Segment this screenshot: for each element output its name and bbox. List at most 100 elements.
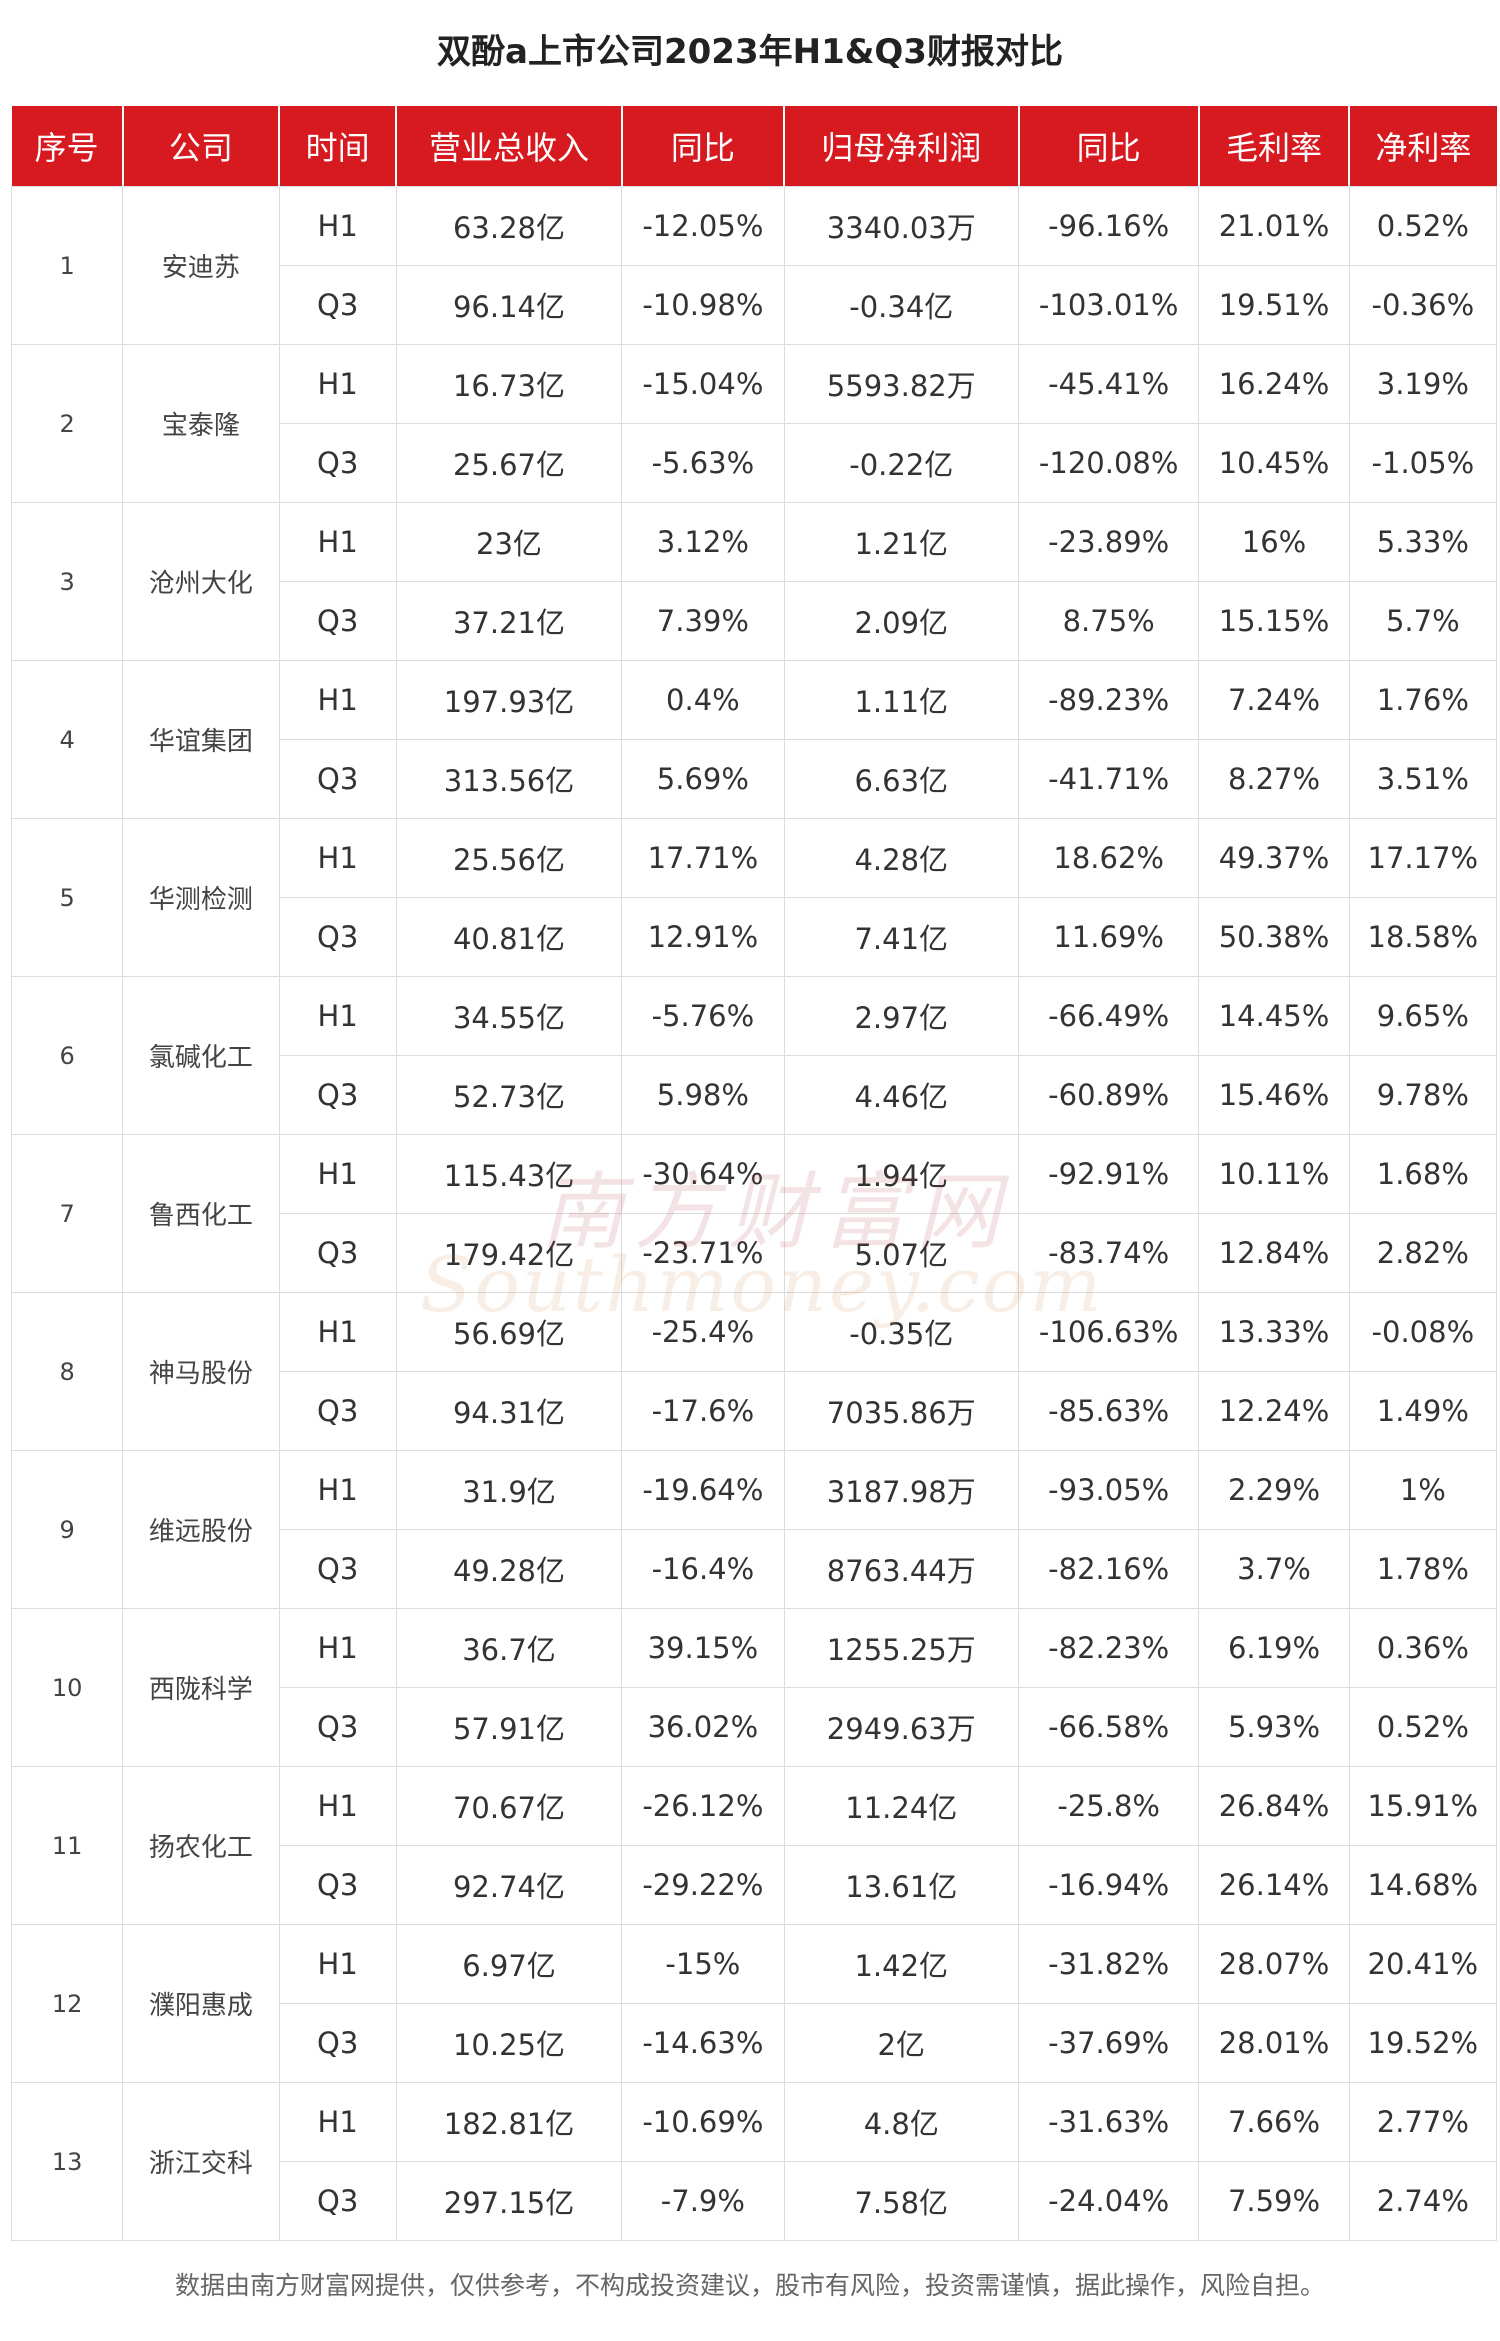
index-cell: 8 (10, 1292, 124, 1451)
gross-margin-cell: 15.15% (1198, 581, 1350, 661)
column-header-period: 时间 (278, 106, 397, 187)
gross-margin-cell: 10.11% (1198, 1134, 1350, 1214)
table-row: Q3 10.25亿 -14.63% 2亿 -37.69% 28.01% 19.52% (12, 2003, 1498, 2083)
net-profit-cell: -0.22亿 (783, 423, 1020, 503)
net-profit-cell: 7.58亿 (783, 2161, 1020, 2241)
revenue-cell: 179.42亿 (395, 1213, 623, 1293)
net-margin-cell: -0.08% (1348, 1292, 1498, 1372)
table-row: Q3 179.42亿 -23.71% 5.07亿 -83.74% 12.84% 2.82% (12, 1213, 1498, 1293)
gross-margin-cell: 7.59% (1198, 2161, 1350, 2241)
period-cell: Q3 (278, 1213, 397, 1293)
net-profit-cell: 1.11亿 (783, 660, 1020, 740)
period-cell: Q3 (278, 265, 397, 345)
net-profit-cell: 2.97亿 (783, 976, 1020, 1056)
period-cell: H1 (278, 660, 397, 740)
index-cell: 1 (10, 186, 124, 345)
gross-margin-cell: 8.27% (1198, 739, 1350, 819)
gross-margin-cell: 21.01% (1198, 186, 1350, 266)
profit-yoy-cell: -41.71% (1017, 739, 1200, 819)
table-row: Q3 49.28亿 -16.4% 8763.44万 -82.16% 3.7% 1.78% (12, 1529, 1498, 1609)
revenue-cell: 115.43亿 (395, 1134, 623, 1214)
profit-yoy-cell: -66.58% (1017, 1687, 1200, 1767)
net-profit-cell: 2亿 (783, 2003, 1020, 2083)
index-cell: 7 (10, 1134, 124, 1293)
table-row: 4 华谊集团 H1 197.93亿 0.4% 1.11亿 -89.23% 7.24% 1.76% (10, 660, 1498, 819)
table-header-row: 序号 公司 时间 营业总收入 同比 归母净利润 同比 毛利率 净利率 (11, 106, 1497, 187)
gross-margin-cell: 28.01% (1198, 2003, 1350, 2083)
revenue-cell: 92.74亿 (395, 1845, 623, 1925)
gross-margin-cell: 3.7% (1198, 1529, 1350, 1609)
period-cell: Q3 (278, 2003, 397, 2083)
revenue-cell: 37.21亿 (395, 581, 623, 661)
revenue-cell: 57.91亿 (395, 1687, 623, 1767)
table-row: 12 濮阳惠成 H1 6.97亿 -15% 1.42亿 -31.82% 28.07% 20.41… (10, 1924, 1498, 2083)
revenue-yoy-cell: -5.76% (621, 976, 785, 1056)
table-row: Q3 25.67亿 -5.63% -0.22亿 -120.08% 10.45% -1.05% (12, 423, 1498, 503)
profit-yoy-cell: -92.91% (1017, 1134, 1200, 1214)
revenue-yoy-cell: -25.4% (621, 1292, 785, 1372)
column-header-company: 公司 (121, 106, 280, 187)
company-name-cell: 神马股份 (122, 1292, 280, 1451)
column-header-net-margin: 净利率 (1348, 106, 1497, 187)
period-cell: Q3 (278, 1371, 397, 1451)
profit-yoy-cell: -83.74% (1017, 1213, 1200, 1293)
profit-yoy-cell: -106.63% (1017, 1292, 1200, 1372)
table-row: Q3 37.21亿 7.39% 2.09亿 8.75% 15.15% 5.7% (12, 581, 1498, 661)
table-row: Q3 94.31亿 -17.6% 7035.86万 -85.63% 12.24% 1.49% (12, 1371, 1498, 1451)
profit-yoy-cell: -23.89% (1017, 502, 1200, 582)
revenue-cell: 182.81亿 (395, 2082, 623, 2162)
revenue-yoy-cell: -23.71% (621, 1213, 785, 1293)
company-name-cell: 鲁西化工 (122, 1134, 280, 1293)
table-row: 6 氯碱化工 H1 34.55亿 -5.76% 2.97亿 -66.49% 14.45% 9.6… (10, 976, 1498, 1135)
index-cell: 10 (10, 1608, 124, 1767)
net-profit-cell: 8763.44万 (783, 1529, 1020, 1609)
table-row: 1 安迪苏 H1 63.28亿 -12.05% 3340.03万 -96.16% 21.01%… (10, 186, 1498, 345)
net-profit-cell: 4.28亿 (783, 818, 1020, 898)
gross-margin-cell: 12.84% (1198, 1213, 1350, 1293)
net-profit-cell: -0.34亿 (783, 265, 1020, 345)
revenue-cell: 25.67亿 (395, 423, 623, 503)
net-margin-cell: 9.78% (1348, 1055, 1498, 1135)
revenue-cell: 6.97亿 (395, 1924, 623, 2004)
revenue-yoy-cell: -29.22% (621, 1845, 785, 1925)
page-title: 双酚a上市公司2023年H1&Q3财报对比 (437, 32, 1063, 72)
revenue-yoy-cell: -14.63% (621, 2003, 785, 2083)
gross-margin-cell: 16% (1198, 502, 1350, 582)
gross-margin-cell: 2.29% (1198, 1450, 1350, 1530)
period-cell: Q3 (278, 581, 397, 661)
profit-yoy-cell: -24.04% (1017, 2161, 1200, 2241)
company-name-cell: 安迪苏 (122, 186, 280, 345)
revenue-cell: 56.69亿 (395, 1292, 623, 1372)
company-name-cell: 华谊集团 (122, 660, 280, 819)
gross-margin-cell: 7.24% (1198, 660, 1350, 740)
company-name-cell: 西陇科学 (122, 1608, 280, 1767)
period-cell: H1 (278, 1608, 397, 1688)
revenue-cell: 10.25亿 (395, 2003, 623, 2083)
revenue-yoy-cell: -26.12% (621, 1766, 785, 1846)
index-cell: 2 (10, 344, 124, 503)
revenue-yoy-cell: 7.39% (621, 581, 785, 661)
table-row: 5 华测检测 H1 25.56亿 17.71% 4.28亿 18.62% 49.37% 17.1… (10, 818, 1498, 977)
table-row: 8 神马股份 H1 56.69亿 -25.4% -0.35亿 -106.63% 13.33% -… (10, 1292, 1498, 1451)
company-name-cell: 华测检测 (122, 818, 280, 977)
gross-margin-cell: 12.24% (1198, 1371, 1350, 1451)
column-header-gross-margin: 毛利率 (1197, 106, 1350, 187)
profit-yoy-cell: -37.69% (1017, 2003, 1200, 2083)
net-margin-cell: 20.41% (1348, 1924, 1498, 2004)
period-cell: H1 (278, 1766, 397, 1846)
profit-yoy-cell: -89.23% (1017, 660, 1200, 740)
table-row: 2 宝泰隆 H1 16.73亿 -15.04% 5593.82万 -45.41% 16.24%… (10, 344, 1498, 503)
period-cell: Q3 (278, 897, 397, 977)
revenue-yoy-cell: -5.63% (621, 423, 785, 503)
net-profit-cell: 5593.82万 (783, 344, 1020, 424)
revenue-cell: 40.81亿 (395, 897, 623, 977)
period-cell: H1 (278, 186, 397, 266)
net-margin-cell: 17.17% (1348, 818, 1498, 898)
column-header-net-profit: 归母净利润 (783, 106, 1019, 187)
net-profit-cell: 5.07亿 (783, 1213, 1020, 1293)
gross-margin-cell: 6.19% (1198, 1608, 1350, 1688)
period-cell: H1 (278, 2082, 397, 2162)
revenue-cell: 313.56亿 (395, 739, 623, 819)
net-profit-cell: 1.94亿 (783, 1134, 1020, 1214)
revenue-yoy-cell: -16.4% (621, 1529, 785, 1609)
